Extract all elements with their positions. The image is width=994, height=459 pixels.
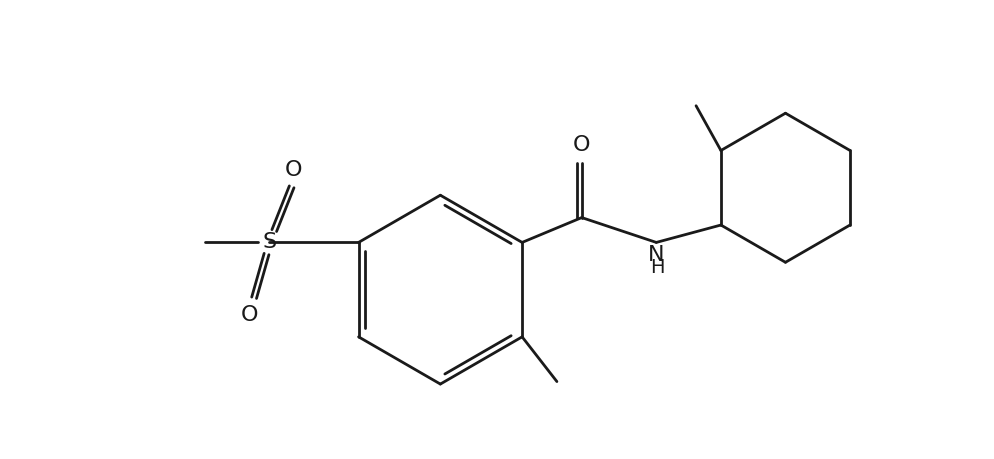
Text: N: N — [648, 245, 665, 265]
Text: S: S — [262, 232, 276, 252]
Text: O: O — [285, 160, 303, 180]
Text: O: O — [241, 304, 258, 325]
Text: O: O — [573, 135, 590, 156]
Text: H: H — [650, 258, 665, 277]
